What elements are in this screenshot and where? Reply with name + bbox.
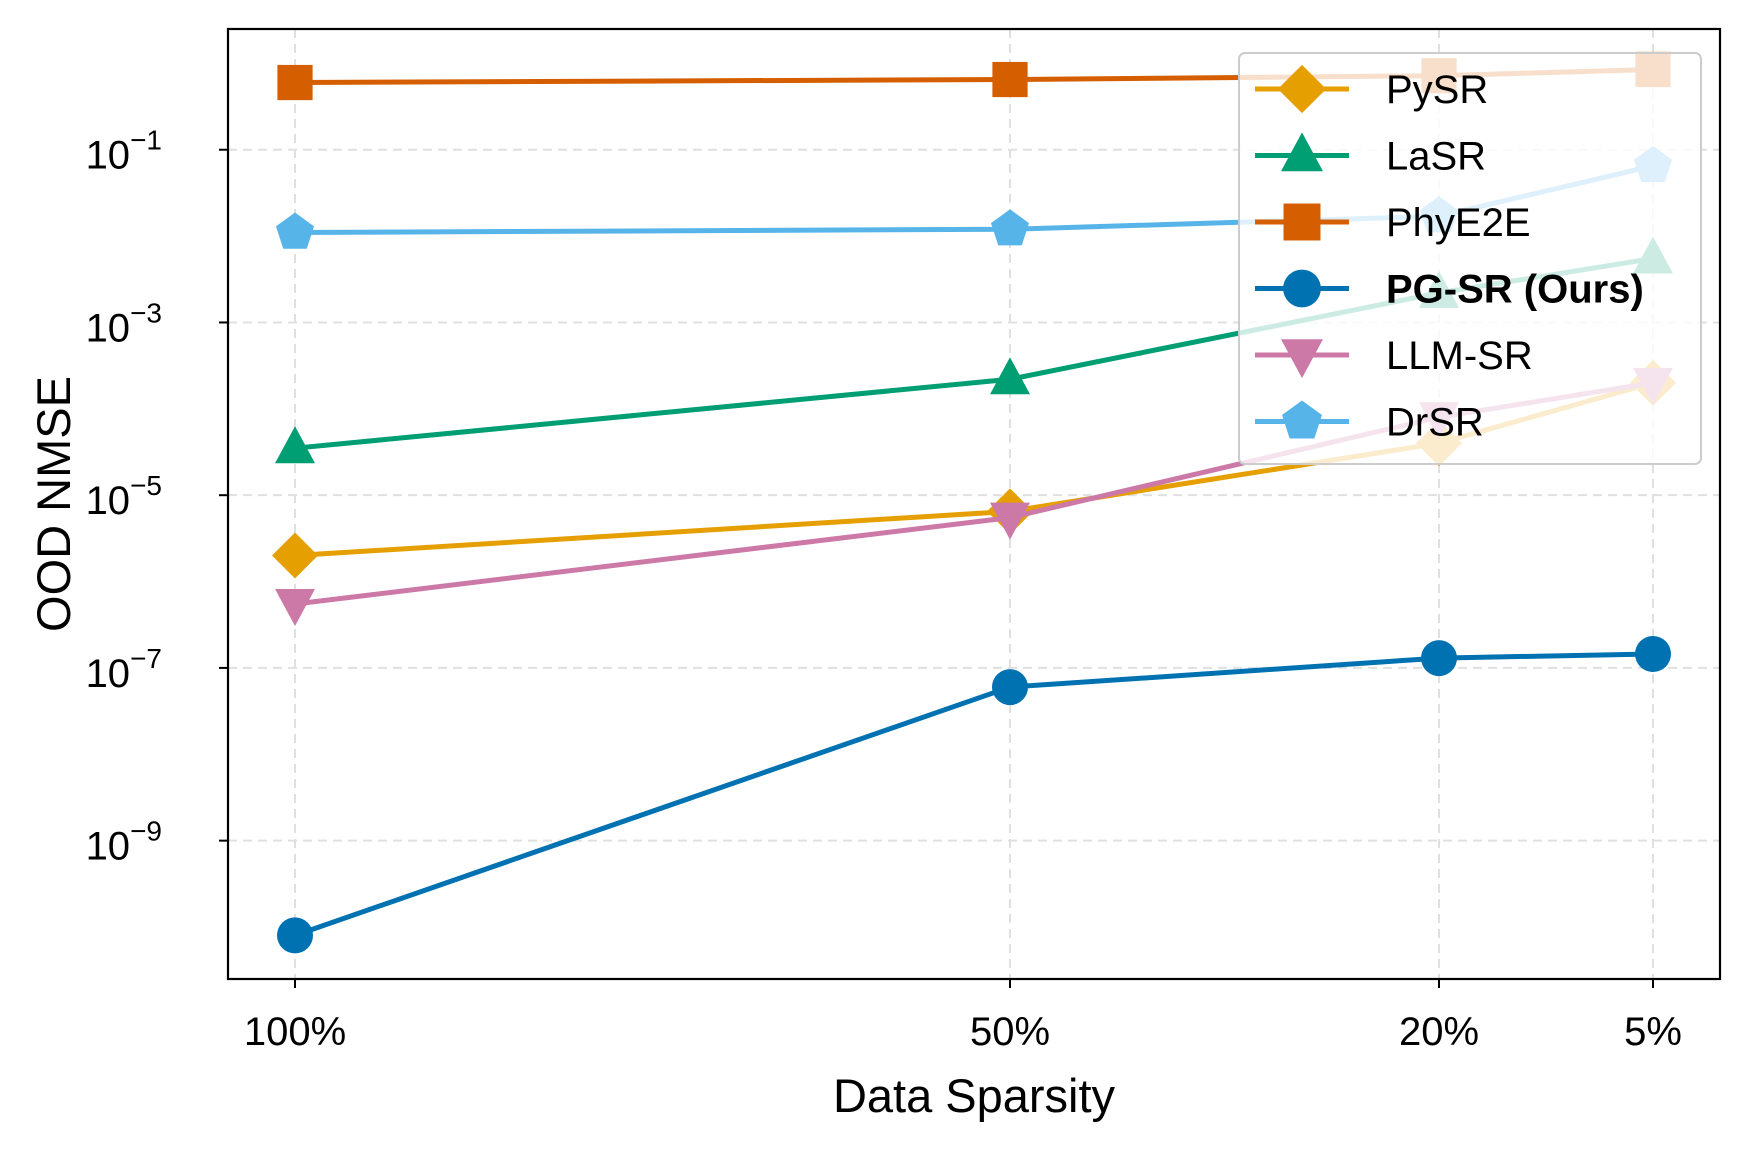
legend-item-pg-sr-ours: PG-SR (Ours) xyxy=(1255,268,1644,312)
x-tick-label: 100% xyxy=(244,1010,346,1054)
y-tick-exponent: −3 xyxy=(130,297,162,328)
x-tick-label: 5% xyxy=(1624,1010,1682,1054)
legend-marker xyxy=(1283,203,1321,241)
data-point xyxy=(275,212,315,249)
legend-label: PG-SR (Ours) xyxy=(1386,268,1644,312)
axes-ticks: 100% 50% 20% 5%10−910−710−510−310−1 xyxy=(86,125,1682,1054)
legend-label: LLM-SR xyxy=(1386,334,1533,378)
legend-item-drsr: DrSR xyxy=(1255,400,1484,445)
data-point xyxy=(1635,635,1671,672)
data-point xyxy=(992,669,1028,706)
data-point xyxy=(992,61,1028,98)
y-tick-exponent: −7 xyxy=(130,643,162,674)
data-point xyxy=(275,588,315,626)
x-tick-label: 50% xyxy=(970,1010,1050,1054)
data-point xyxy=(1421,640,1457,677)
y-tick-label: 10−5 xyxy=(86,470,162,523)
data-point xyxy=(990,209,1030,246)
legend-label: PySR xyxy=(1386,68,1488,112)
y-axis-label: OOD NMSE xyxy=(27,376,80,632)
legend-frame xyxy=(1238,52,1702,465)
x-tick-label: 20% xyxy=(1399,1010,1479,1054)
series-line xyxy=(292,651,1656,938)
legend-item-pysr: PySR xyxy=(1255,64,1488,114)
legend-label: DrSR xyxy=(1386,401,1484,445)
legend-marker xyxy=(1281,339,1323,379)
data-point xyxy=(272,532,318,579)
data-point xyxy=(990,357,1030,395)
plot-frame xyxy=(226,27,1722,981)
data-point xyxy=(277,917,313,954)
legend: PySR LaSR PhyE2E PG-SR (Ours) LLM-SR DrSR xyxy=(1238,52,1702,465)
y-tick-exponent: −1 xyxy=(130,125,162,156)
legend-item-phye2e: PhyE2E xyxy=(1255,201,1531,245)
y-tick-exponent: −9 xyxy=(130,816,162,847)
legend-marker xyxy=(1283,269,1321,308)
legend-marker xyxy=(1281,132,1323,172)
data-point xyxy=(990,502,1030,540)
y-tick-exponent: −5 xyxy=(130,470,162,501)
legend-item-llm-sr: LLM-SR xyxy=(1255,334,1533,379)
legend-label: LaSR xyxy=(1386,135,1486,179)
legend-item-lasr: LaSR xyxy=(1255,132,1486,179)
legend-marker xyxy=(1282,400,1322,439)
series-pg-sr-ours xyxy=(277,635,1671,954)
y-tick-label: 10−7 xyxy=(86,643,162,696)
legend-label: PhyE2E xyxy=(1386,201,1531,245)
data-point xyxy=(275,426,315,464)
y-tick-label: 10−3 xyxy=(86,297,162,350)
x-axis-label: Data Sparsity xyxy=(833,1069,1116,1122)
data-point xyxy=(277,64,313,101)
legend-marker xyxy=(1277,64,1327,114)
